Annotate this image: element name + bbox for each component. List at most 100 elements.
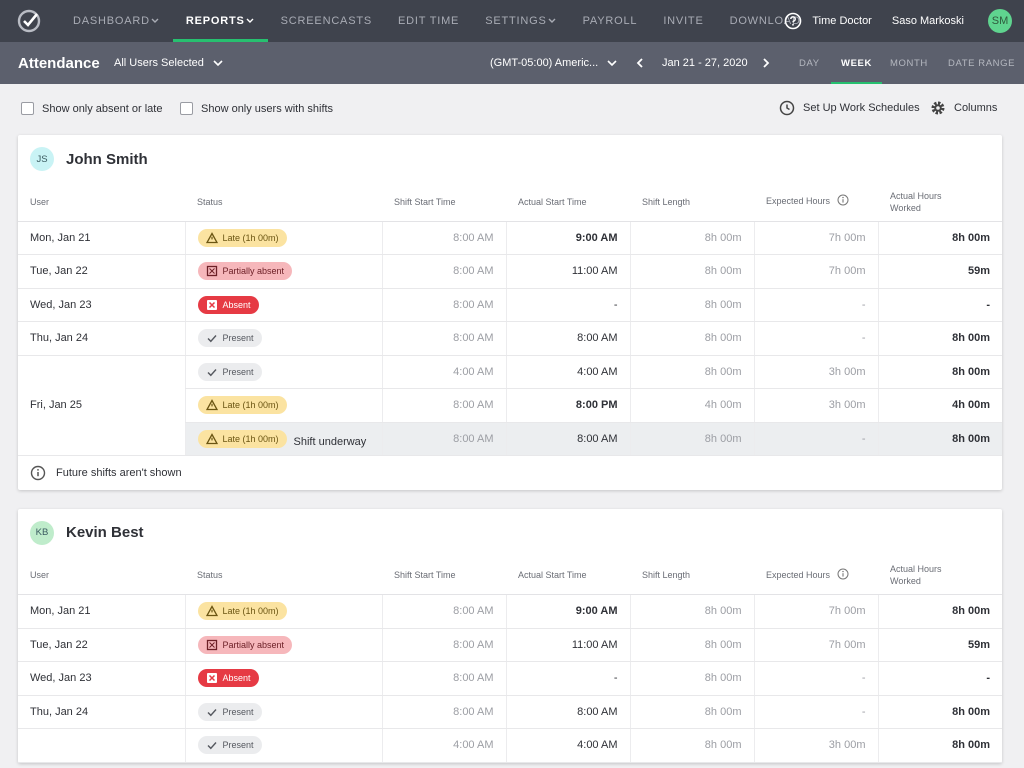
column-header[interactable]: Shift Length — [630, 183, 754, 222]
column-header[interactable]: Shift Start Time — [382, 183, 506, 222]
shift-start: 8:00 AM — [381, 695, 506, 729]
user-name: Kevin Best — [66, 524, 144, 541]
status-badge: Present — [197, 736, 262, 755]
actual-start: - — [505, 288, 630, 322]
shift-start: 8:00 AM — [381, 321, 506, 356]
expected-hours: 3h 00m — [753, 728, 878, 763]
card-header: KB Kevin Best — [18, 509, 1002, 557]
nav-item[interactable]: SETTINGS — [472, 0, 569, 42]
shift-row: Late (1h 00m) Shift underway 8:00 AM 8:00 A… — [18, 422, 1002, 456]
nav-item[interactable]: DASHBOARD — [60, 0, 173, 42]
column-header: User — [18, 183, 185, 222]
user-cell: Tue, Jan 22 — [18, 628, 185, 662]
next-button[interactable] — [762, 58, 770, 68]
shift-start: 8:00 AM — [381, 422, 506, 456]
column-header[interactable]: Expected Hours — [754, 556, 878, 595]
note-text: Future shifts aren't shown — [56, 467, 182, 479]
user-avatar[interactable]: SM — [988, 9, 1012, 33]
hours-worked: 4h 00m — [877, 388, 1002, 423]
column-label: Shift Length — [642, 196, 691, 207]
user-cell: Tue, Jan 22 — [18, 254, 185, 289]
link-label: Set Up Work Schedules — [803, 102, 920, 114]
status-icon — [207, 335, 217, 343]
user-cell: Mon, Jan 21 — [18, 221, 185, 255]
user-select[interactable]: All Users Selected — [114, 42, 224, 84]
columns-button[interactable]: Columns — [930, 100, 997, 116]
avatar: KB — [30, 520, 54, 545]
view-tab[interactable]: DATE RANGE — [948, 57, 1016, 69]
shift-filter[interactable]: Show only users with shifts — [180, 102, 333, 115]
nav-item[interactable]: INVITE — [650, 0, 716, 42]
status-cell: Present — [184, 355, 382, 389]
expected-hours: - — [753, 695, 878, 729]
status-icon — [206, 639, 217, 650]
status-icon — [205, 399, 218, 411]
shift-row: Fri, Jan 25 Present 4:00 AM 4:00 AM 8h 00m 3h… — [18, 355, 1002, 456]
brand[interactable]: Time Doctor — [812, 15, 872, 27]
nav-item[interactable]: REPORTS — [172, 0, 268, 42]
column-header[interactable]: Expected Hours — [754, 183, 878, 222]
column-header[interactable]: Actual Hours Worked — [878, 183, 1002, 222]
checkbox[interactable] — [180, 102, 193, 115]
column-header[interactable]: Actual Hours Worked — [878, 556, 1002, 595]
expected-hours: - — [753, 321, 878, 356]
status-icon — [207, 742, 217, 750]
shift-length: 8h 00m — [629, 728, 754, 763]
shift-length: 8h 00m — [629, 695, 754, 729]
logo[interactable] — [16, 8, 42, 34]
view-tab[interactable]: DAY — [799, 57, 820, 69]
user-name[interactable]: Saso Markoski — [891, 15, 964, 27]
column-label: Shift Length — [642, 570, 691, 581]
column-header[interactable]: Actual Start Time — [506, 183, 630, 222]
status-cell: Partially absent — [184, 254, 382, 289]
column-header[interactable]: Actual Start Time — [506, 556, 630, 595]
day-label: Fri, Jan 25 — [30, 399, 82, 412]
actual-start: 8:00 AM — [505, 695, 630, 729]
status-badge: Late (1h 00m) — [197, 228, 287, 247]
info-icon — [30, 465, 46, 481]
expected-hours: 7h 00m — [753, 221, 878, 255]
status-cell: Partially absent — [184, 628, 382, 662]
column-label: User — [30, 196, 50, 207]
column-header[interactable]: Shift Start Time — [382, 556, 506, 595]
column-label: Shift Start Time — [394, 196, 456, 207]
info-icon — [837, 568, 849, 580]
actual-start: 11:00 AM — [505, 254, 630, 289]
nav-item[interactable]: EDIT TIME — [385, 0, 472, 42]
nav-item[interactable]: SCREENCASTS — [268, 0, 385, 42]
status-cell: Absent — [184, 661, 382, 696]
nav-item[interactable]: PAYROLL — [570, 0, 651, 42]
status-badge: Present — [197, 329, 262, 348]
thead: User Status Shift Start Time Actual Start T… — [18, 556, 1002, 595]
view-tab[interactable]: MONTH — [890, 57, 928, 69]
status-cell: Present — [184, 321, 382, 356]
tbody: Mon, Jan 21 Late (1h 00m) 8:00 AM 9:00 AM 8h… — [18, 594, 1002, 763]
shift-row: Late (1h 00m) 8:00 AM 8:00 PM 4h 00m 3h 00m 4… — [18, 388, 1002, 423]
column-header[interactable]: Shift Length — [630, 556, 754, 595]
user-cell: Fri, Jan 25 — [18, 355, 185, 456]
shift-row: Tue, Jan 22 Partially absent 8:00 AM 11:00 … — [18, 628, 1002, 662]
caret — [246, 18, 254, 23]
absent-filter[interactable]: Show only absent or late — [21, 102, 162, 115]
hours-worked: 8h 00m — [877, 221, 1002, 255]
user-cell: Mon, Jan 21 — [18, 594, 185, 629]
shift-start: 8:00 AM — [381, 288, 506, 322]
column-label: Actual Hours Worked — [890, 564, 942, 587]
checkbox[interactable] — [21, 102, 34, 115]
timezone-select[interactable]: (GMT-05:00) Americ... — [490, 42, 618, 84]
shift-row: Wed, Jan 23 Absent 8:00 AM -8h 00m - - — [18, 661, 1002, 696]
gear-icon — [931, 101, 945, 115]
prev-button[interactable] — [636, 58, 644, 68]
column-label: Status — [197, 570, 223, 581]
status-label: Late (1h 00m) — [222, 232, 279, 243]
help-icon[interactable] — [784, 12, 802, 30]
view-tab[interactable]: WEEK — [831, 42, 882, 84]
expected-hours: 7h 00m — [753, 594, 878, 629]
nav-label: INVITE — [663, 15, 704, 27]
nav-item[interactable]: DOWNLOAD — [717, 0, 814, 42]
shift-length: 4h 00m — [629, 388, 754, 423]
expected-hours: - — [753, 661, 878, 696]
hours-worked: 8h 00m — [877, 422, 1002, 456]
schedules-link[interactable]: Set Up Work Schedules — [779, 100, 920, 116]
